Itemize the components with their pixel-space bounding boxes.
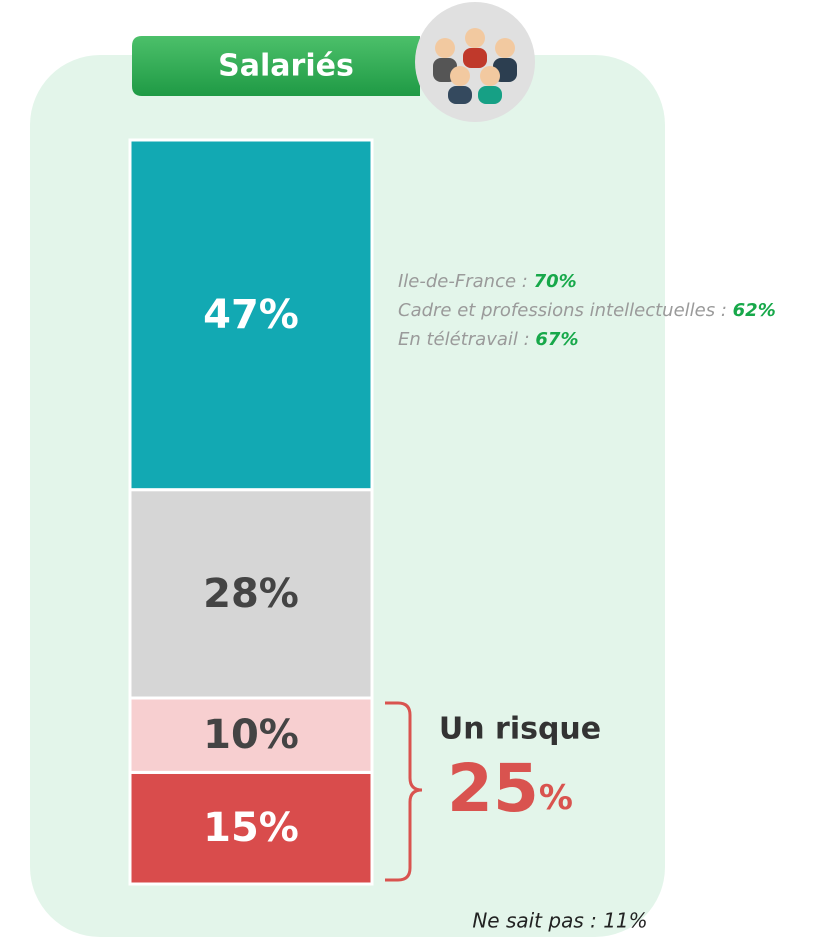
- annotation-label: En télétravail :: [398, 329, 530, 350]
- footnote: Ne sait pas : 11%: [472, 909, 647, 933]
- annotation: En télétravail : 67%: [398, 329, 579, 350]
- annotation: Cadre et professions intellectuelles : 6…: [398, 300, 776, 321]
- annotation-label: Ile-de-France :: [398, 271, 528, 292]
- risk-unit: %: [539, 778, 573, 818]
- page: {"chart_data": {"type": "stacked-bar", "…: [0, 0, 831, 940]
- annotation-value: 67%: [535, 329, 578, 350]
- annotation-value: 70%: [534, 271, 577, 292]
- annotation-label: Cadre et professions intellectuelles :: [398, 300, 727, 321]
- chart-title: Salariés: [218, 49, 354, 84]
- value-label: 10%: [203, 712, 299, 758]
- value-label: 15%: [203, 805, 299, 851]
- people-icon: [415, 2, 535, 122]
- annotation-value: 62%: [733, 300, 776, 321]
- annotation: Ile-de-France : 70%: [398, 271, 577, 292]
- chart: Salariés Un risque 25% Ne sait pas : 11%…: [0, 0, 831, 940]
- value-label: 28%: [203, 571, 299, 617]
- risk-number: 25: [447, 750, 539, 827]
- risk-label: Un risque: [439, 712, 601, 747]
- value-label: 47%: [203, 292, 299, 338]
